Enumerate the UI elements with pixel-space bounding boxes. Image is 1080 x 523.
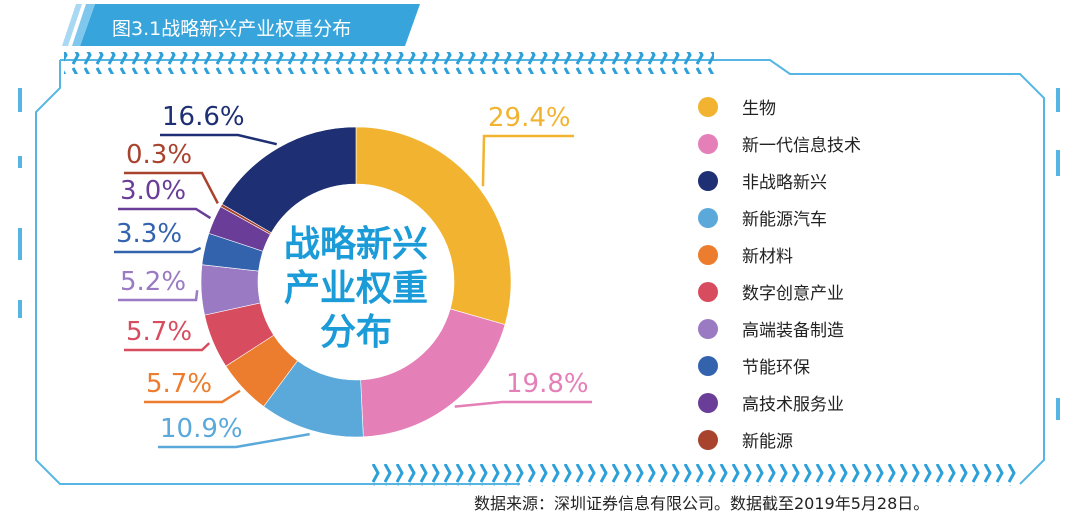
frame <box>35 59 1045 485</box>
frame-ticks <box>18 88 1060 420</box>
slice-label-1: 29.4% <box>488 103 571 133</box>
legend-item-2: 新一代信息技术 <box>698 125 1058 162</box>
slice-label-5: 5.7% <box>126 317 192 347</box>
legend-item-1: 生物 <box>698 88 1058 125</box>
legend-label: 节能环保 <box>742 358 810 378</box>
hatch-strip-bottom <box>370 464 1020 486</box>
legend-label: 高技术服务业 <box>742 395 844 415</box>
donut-hole <box>258 184 454 380</box>
slice-label-10: 16.6% <box>162 102 245 132</box>
legend-swatch <box>698 207 718 228</box>
legend-swatch <box>698 96 718 117</box>
center-label: 战略新兴 产业权重 分布 <box>284 224 428 353</box>
legend-item-5: 新材料 <box>698 236 1058 273</box>
legend-label: 生物 <box>742 99 776 119</box>
slice-label-2: 19.8% <box>506 369 589 399</box>
legend-swatch <box>698 392 718 413</box>
legend-label: 高端装备制造 <box>742 321 844 341</box>
leader-line-10 <box>160 133 278 146</box>
leader-line-2 <box>454 400 592 408</box>
legend-label: 新能源 <box>742 432 793 452</box>
legend-swatch <box>698 429 718 450</box>
legend-label: 数字创意产业 <box>742 284 844 304</box>
leader-line-7 <box>114 246 202 254</box>
slice-labels: 29.4% 19.8% 10.9% 5.7% 5.7% 5.2% 3.3% 3.0% 0.3% 1… <box>114 102 592 449</box>
title-band <box>62 4 420 46</box>
legend-item-7: 高端装备制造 <box>698 310 1058 347</box>
slice-label-7: 3.3% <box>116 219 182 249</box>
slice-label-4: 5.7% <box>146 369 212 399</box>
slice-label-8: 3.0% <box>120 176 186 206</box>
chart-title: 图3.1战略新兴产业权重分布 <box>112 18 352 40</box>
hatch-strip-top <box>64 52 714 74</box>
leader-line-6 <box>118 290 199 302</box>
legend-swatch <box>698 318 718 339</box>
legend-label: 新材料 <box>742 247 793 267</box>
leader-line-4 <box>144 389 241 404</box>
legend-swatch <box>698 244 718 265</box>
legend: 生物新一代信息技术 非战略新兴新能源汽车新材料数字创意产业 高端装备制造 节能环保高技… <box>698 88 1058 458</box>
legend-label: 非战略新兴 <box>742 173 827 193</box>
legend-swatch <box>698 133 718 154</box>
slice-label-6: 5.2% <box>120 267 186 297</box>
legend-swatch <box>698 355 718 376</box>
legend-item-8: 节能环保 <box>698 347 1058 384</box>
slice-label-3: 10.9% <box>160 414 243 444</box>
leader-line-1 <box>481 134 574 187</box>
leader-line-3 <box>158 432 310 449</box>
legend-item-6: 数字创意产业 <box>698 273 1058 310</box>
legend-item-3: 非战略新兴 <box>698 162 1058 199</box>
legend-swatch <box>698 170 718 191</box>
legend-item-4: 新能源汽车 <box>698 199 1058 236</box>
legend-label: 新能源汽车 <box>742 210 827 230</box>
leader-line-5 <box>124 342 211 352</box>
donut-chart <box>200 126 512 438</box>
slice-label-9: 0.3% <box>126 140 192 170</box>
legend-label: 新一代信息技术 <box>742 136 861 156</box>
data-source-note: 数据来源：深圳证券信息有限公司。数据截至2019年5月28日。 <box>474 494 930 513</box>
center-label-line-2: 产业权重 <box>284 268 428 309</box>
leader-line-8 <box>118 207 212 220</box>
legend-item-10: 新能源 <box>698 421 1058 458</box>
center-label-line-1: 战略新兴 <box>284 224 428 265</box>
legend-item-9: 高技术服务业 <box>698 384 1058 421</box>
legend-swatch <box>698 281 718 302</box>
leader-line-9 <box>124 171 219 204</box>
center-label-line-3: 分布 <box>320 312 392 353</box>
